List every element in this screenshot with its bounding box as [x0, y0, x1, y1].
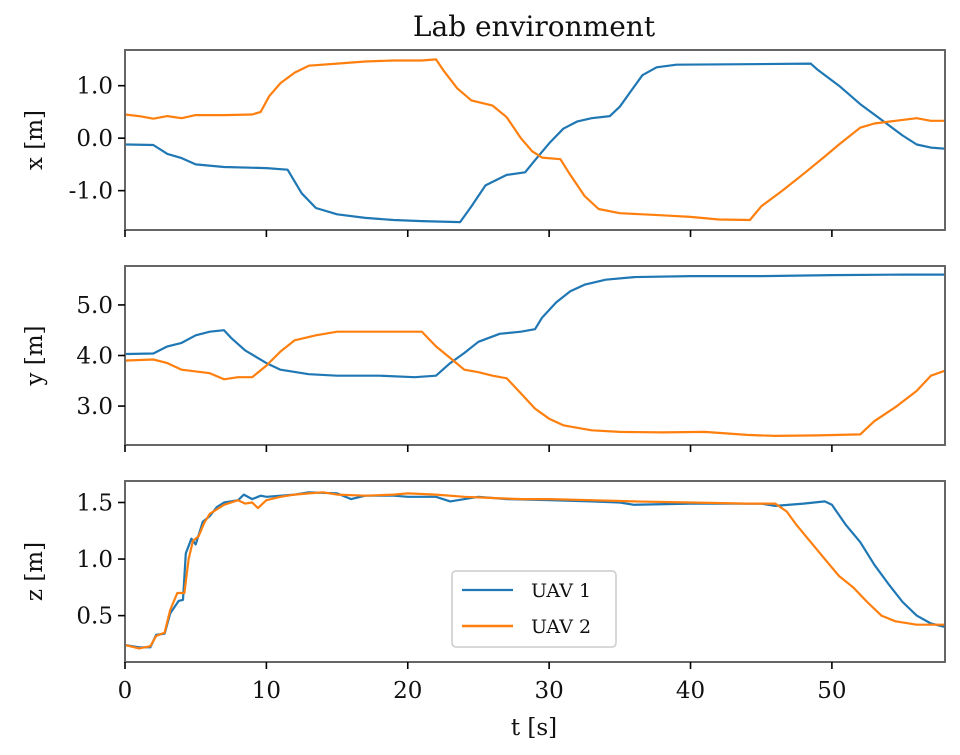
x-tick-label: 30 [534, 678, 563, 704]
x-axis-label: t [s] [511, 715, 557, 741]
y-axis-label-y: y [m] [22, 325, 48, 386]
y-tick-label-y: 4.0 [76, 344, 113, 370]
y-tick-label-x: 1.0 [76, 74, 113, 100]
series-y-uav2 [125, 330, 945, 437]
panel-x: 1.0 0.0 -1.0 x [m] [22, 49, 946, 237]
chart-title: Lab environment [413, 10, 656, 43]
axes-frame-y [124, 265, 946, 446]
x-tick-label: 20 [393, 678, 422, 704]
series-x-uav2 [125, 58, 945, 222]
y-tick-label-x: 0.0 [76, 126, 113, 152]
x-tick-label: 0 [118, 678, 133, 704]
series-x-uav1 [125, 62, 945, 224]
series-y-uav1 [125, 273, 945, 379]
y-axis-label-z: z [m] [22, 542, 48, 601]
y-tick-label-x: -1.0 [69, 179, 113, 205]
y-tick-label-y: 5.0 [76, 293, 113, 319]
series-z-uav2 [125, 491, 945, 650]
series-z-uav1 [125, 491, 945, 649]
x-tick-label: 50 [817, 678, 846, 704]
y-tick-label-z: 1.5 [76, 490, 113, 516]
legend: UAV 1 UAV 2 [451, 570, 617, 648]
legend-label-uav2: UAV 2 [531, 616, 591, 638]
y-tick-label-y: 3.0 [76, 394, 113, 420]
y-tick-label-z: 1.0 [76, 547, 113, 573]
x-tick-label: 40 [676, 678, 705, 704]
panel-z: 1.5 1.0 0.5 0 10 20 30 40 50 z [m] [22, 480, 946, 704]
y-tick-label-z: 0.5 [76, 604, 113, 630]
axes-frame-x [124, 49, 946, 231]
legend-label-uav1: UAV 1 [531, 580, 591, 602]
x-tick-label: 10 [252, 678, 281, 704]
panel-y: 5.0 4.0 3.0 y [m] [22, 265, 946, 452]
y-axis-label-x: x [m] [22, 110, 48, 170]
axes-frame-z [124, 480, 946, 663]
